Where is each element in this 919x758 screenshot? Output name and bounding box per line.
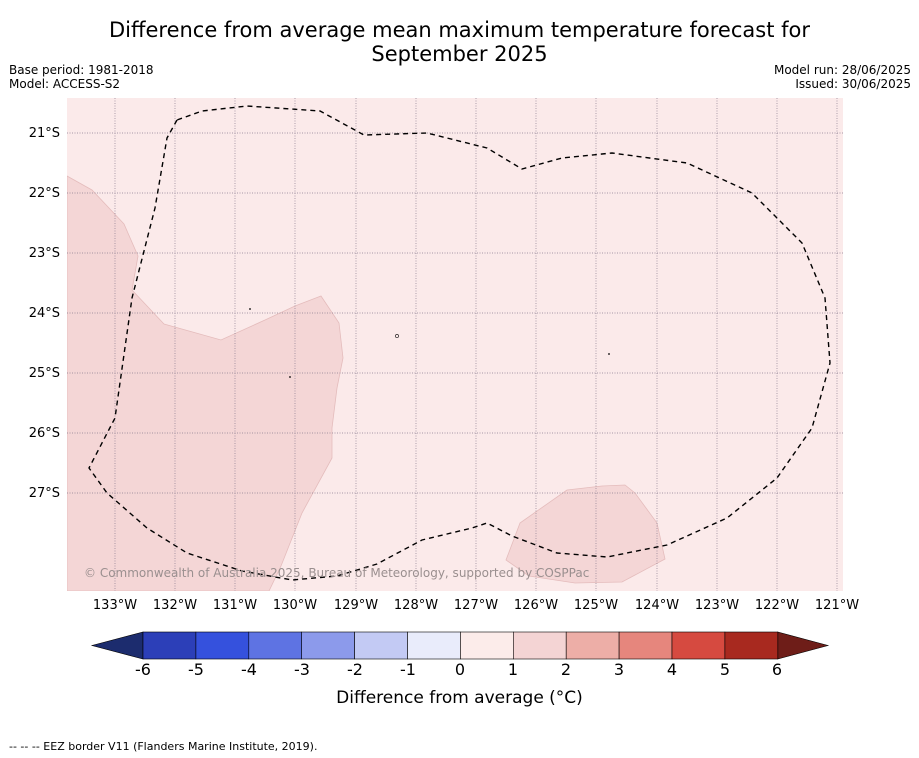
colorbar-tick-label: -6 xyxy=(135,660,151,679)
colorbar-segment xyxy=(724,631,779,660)
colorbar-segment xyxy=(195,631,250,660)
lon-label: 133°W xyxy=(92,598,138,613)
map-title: Difference from average mean maximum tem… xyxy=(0,18,919,66)
colorbar-tick-label: 1 xyxy=(507,660,519,679)
model-name: Model: ACCESS-S2 xyxy=(9,77,121,91)
lon-label: 125°W xyxy=(573,598,619,613)
copyright-notice: © Commonwealth of Australia 2025, Bureau… xyxy=(84,566,590,580)
eez-legend: -- -- -- EEZ border V11 (Flanders Marine… xyxy=(9,740,318,753)
longitude-gridlines xyxy=(114,98,838,591)
lon-label: 121°W xyxy=(814,598,860,613)
model-run: Model run: 28/06/2025 xyxy=(773,63,911,77)
lon-label: 130°W xyxy=(272,598,318,613)
issued-date: Issued: 30/06/2025 xyxy=(795,77,911,91)
title-line-1: Difference from average mean maximum tem… xyxy=(109,18,810,42)
title-line-2: September 2025 xyxy=(371,42,548,66)
colorbar-tick-label: 5 xyxy=(719,660,731,679)
colorbar-segment xyxy=(301,631,355,660)
island-marker xyxy=(608,353,610,355)
base-period: Base period: 1981-2018 xyxy=(9,63,154,77)
lat-label: 21°S xyxy=(28,126,60,141)
colorbar-tick-label: 6 xyxy=(771,660,783,679)
lat-label: 24°S xyxy=(28,306,60,321)
lon-label: 132°W xyxy=(152,598,198,613)
lon-label: 129°W xyxy=(333,598,379,613)
lon-label: 124°W xyxy=(634,598,680,613)
lat-label: 27°S xyxy=(28,486,60,501)
anomaly-region-southeast xyxy=(505,484,666,584)
lon-label: 131°W xyxy=(212,598,258,613)
lat-label: 22°S xyxy=(28,186,60,201)
colorbar-tick-label: 4 xyxy=(666,660,678,679)
lon-label: 123°W xyxy=(694,598,740,613)
colorbar-segment xyxy=(142,631,197,660)
lat-label: 23°S xyxy=(28,246,60,261)
colorbar-segment xyxy=(354,631,408,660)
colorbar-segment xyxy=(407,631,461,660)
colorbar-tick-label: 2 xyxy=(560,660,572,679)
lon-label: 127°W xyxy=(453,598,499,613)
colorbar-segment xyxy=(460,631,514,660)
colorbar-tick-label: -4 xyxy=(241,660,257,679)
right-metadata: Model run: 28/06/2025 Issued: 30/06/2025 xyxy=(774,63,911,91)
colorbar-tick-label: -1 xyxy=(400,660,416,679)
colorbar-over-arrow xyxy=(777,631,830,660)
lon-label: 128°W xyxy=(393,598,439,613)
colorbar-tick-label: -5 xyxy=(188,660,204,679)
colorbar-title: Difference from average (°C) xyxy=(336,688,583,708)
colorbar-tick-label: 0 xyxy=(454,660,466,679)
lat-label: 25°S xyxy=(28,366,60,381)
colorbar-segment xyxy=(565,631,620,660)
colorbar-tick-label: 3 xyxy=(613,660,625,679)
latitude-gridlines xyxy=(67,132,843,494)
colorbar-segment xyxy=(618,631,673,660)
lat-label: 26°S xyxy=(28,426,60,441)
colorbar-under-arrow xyxy=(90,631,144,660)
colorbar-segment xyxy=(671,631,726,660)
lon-label: 122°W xyxy=(754,598,800,613)
island-marker xyxy=(395,334,399,338)
island-marker xyxy=(289,376,291,378)
colorbar-segment xyxy=(512,631,567,660)
colorbar-tick-label: -3 xyxy=(294,660,310,679)
colorbar-tick-label: -2 xyxy=(347,660,363,679)
forecast-map xyxy=(67,98,843,591)
anomaly-region-west xyxy=(67,175,344,591)
colorbar-segment xyxy=(248,631,303,660)
island-marker xyxy=(249,308,251,310)
eez-border xyxy=(88,105,831,581)
lon-label: 126°W xyxy=(513,598,559,613)
colorbar xyxy=(90,631,830,660)
left-metadata: Base period: 1981-2018 Model: ACCESS-S2 xyxy=(9,63,154,91)
